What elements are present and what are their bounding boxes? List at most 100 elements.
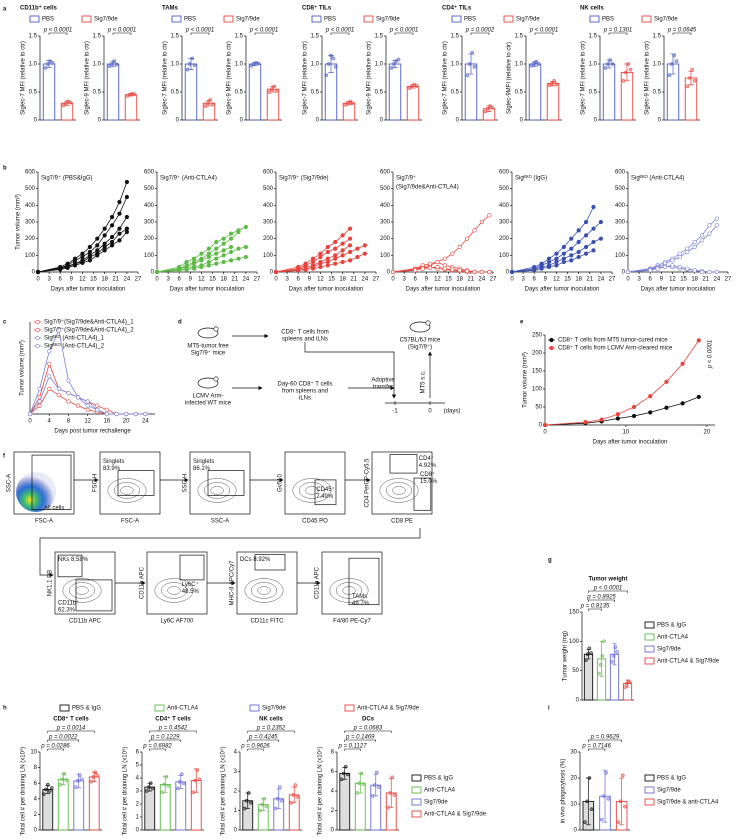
- y-tick-label: 4: [331, 789, 335, 795]
- y-axis-label: Tumor volume (mm³): [523, 352, 529, 408]
- legend-label: PBS: [324, 17, 336, 23]
- panel-label: e: [520, 320, 524, 326]
- y-tick-label: 0: [658, 118, 662, 124]
- data-point: [343, 764, 348, 769]
- data-point: [623, 804, 627, 809]
- data-point: [248, 800, 253, 805]
- data-point: [608, 58, 613, 62]
- x-tick-label: 27: [135, 277, 142, 283]
- data-point: [340, 233, 345, 238]
- data-point: [124, 214, 129, 220]
- x-tick-label: 9: [70, 277, 74, 283]
- data-point: [569, 246, 574, 251]
- y-tick-label: 200: [615, 236, 626, 242]
- data-point: [606, 796, 611, 801]
- data-point: [85, 403, 90, 408]
- y-tick-label: 100: [532, 387, 543, 393]
- contour: [113, 482, 141, 499]
- legend-swatch: [644, 657, 655, 665]
- data-point: [483, 109, 488, 114]
- x-tick-label: 3: [402, 277, 406, 283]
- x-tick-label: 0: [391, 277, 395, 283]
- data-point: [509, 269, 515, 275]
- y-axis-label: Siglec-9MFI (relative to ctr): [507, 42, 513, 114]
- data-point: [345, 772, 350, 777]
- legend-label: Sig7/9de: [654, 17, 678, 23]
- data-point: [472, 228, 477, 233]
- y-tick-label: 0: [34, 828, 38, 834]
- legend-swatch: [249, 704, 260, 712]
- y-tick-label: 4: [234, 750, 238, 756]
- data-point: [664, 379, 669, 384]
- x-tick-label: 21: [350, 277, 357, 283]
- data-point: [117, 199, 122, 205]
- data-point: [450, 251, 455, 256]
- legend-label: PBS: [602, 17, 614, 23]
- series-line: [156, 231, 239, 273]
- data-point: [333, 64, 338, 69]
- data-point: [692, 244, 697, 250]
- data-point: [331, 56, 336, 61]
- data-point: [628, 67, 633, 72]
- x-tick-label: 27: [725, 277, 732, 283]
- data-point: [427, 265, 433, 270]
- gate-label: Singlets: [193, 459, 214, 465]
- x-tick-label: 0: [28, 419, 32, 425]
- x-tick-label: 3: [521, 277, 525, 283]
- data-point: [610, 62, 615, 66]
- legend-label: PBS & IgG: [72, 706, 101, 712]
- panel-label: b: [3, 166, 7, 172]
- y-tick-label: 400: [499, 203, 510, 209]
- series-line: [511, 206, 594, 273]
- legend-swatch: [644, 786, 655, 794]
- y-tick-label: 500: [263, 186, 274, 192]
- data-point: [95, 407, 100, 412]
- y-tick-label: 6: [331, 769, 335, 775]
- y-tick-label: 500: [25, 186, 36, 192]
- data-point: [685, 84, 690, 89]
- data-point: [37, 399, 42, 404]
- x-tick-label: 12: [434, 277, 441, 283]
- contour: [154, 578, 194, 603]
- data-point: [228, 231, 234, 236]
- data-point: [576, 239, 581, 245]
- data-point: [435, 264, 440, 270]
- contour: [75, 586, 89, 595]
- chart-title: Sig7/9⁺ (PBS&IgG): [41, 175, 93, 182]
- panel-label: a: [3, 7, 7, 13]
- x-tick-label: 10: [623, 430, 630, 436]
- data-point: [616, 820, 621, 825]
- y-tick-label: 0: [151, 270, 155, 276]
- p-value: p = 0.8135: [580, 604, 610, 610]
- y-tick-label: 200: [263, 236, 274, 242]
- y-axis-label: Siglec-7 MFI (relative to ctr): [443, 41, 449, 115]
- p-value: p = 0.1469: [345, 735, 375, 741]
- legend-label: Anti-CTLA4 & Sig7/9de: [657, 659, 720, 665]
- data-point: [318, 264, 323, 270]
- data-point: [587, 646, 592, 651]
- y-tick-label: 4: [136, 776, 140, 782]
- data-point: [326, 62, 331, 66]
- data-point: [589, 651, 593, 655]
- flow-plot: [54, 551, 116, 615]
- data-point: [340, 259, 345, 265]
- flow-y-label: FSC-H: [93, 474, 99, 492]
- data-point: [677, 254, 682, 260]
- data-point: [457, 268, 462, 273]
- x-tick-label: 27: [373, 277, 380, 283]
- y-tick-label: 600: [615, 170, 626, 176]
- legend-label: Sig7/9⁺(Sig7/9de&Anti-CTLA4)_2: [44, 327, 134, 334]
- data-point: [166, 783, 171, 788]
- legend-marker: [35, 327, 40, 333]
- data-point: [340, 248, 345, 253]
- data-point: [58, 782, 63, 787]
- data-point: [602, 639, 606, 644]
- data-point: [554, 263, 559, 268]
- data-point: [539, 266, 544, 271]
- data-point: [467, 62, 472, 66]
- data-point: [228, 258, 234, 263]
- significance-bracket: [394, 32, 414, 35]
- y-tick-label: 0: [240, 118, 244, 124]
- data-point: [258, 808, 263, 813]
- data-point: [699, 238, 705, 243]
